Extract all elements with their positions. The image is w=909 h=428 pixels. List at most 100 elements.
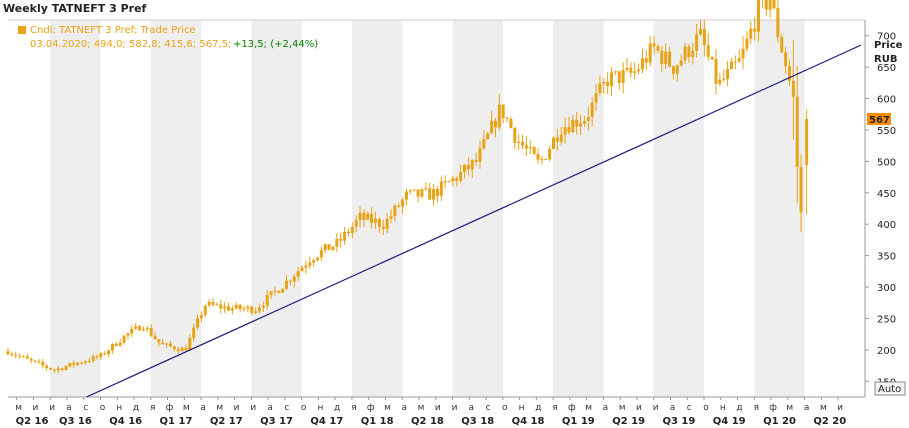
candle-body bbox=[165, 343, 169, 345]
candle-body bbox=[582, 121, 586, 124]
auto-button-frame[interactable] bbox=[874, 381, 906, 396]
candle-body bbox=[219, 304, 223, 309]
candle-body bbox=[18, 355, 22, 357]
candle-body bbox=[339, 238, 343, 241]
month-label: ф bbox=[568, 403, 576, 413]
candle-body bbox=[567, 127, 571, 133]
candle-body bbox=[203, 305, 207, 316]
candle-body bbox=[540, 159, 544, 161]
candle-body bbox=[397, 205, 401, 207]
candle-body bbox=[451, 178, 455, 182]
candle-body bbox=[443, 181, 447, 183]
candle-body bbox=[33, 360, 37, 362]
month-label: ф bbox=[769, 403, 777, 413]
auto-button[interactable]: Auto bbox=[874, 381, 906, 396]
candle-body bbox=[536, 154, 540, 160]
candle-body bbox=[196, 318, 200, 328]
auto-button-label[interactable]: Auto bbox=[878, 384, 901, 395]
trendline[interactable] bbox=[86, 44, 862, 398]
candle-body bbox=[323, 244, 327, 251]
y-tick-label: 600 bbox=[877, 95, 896, 106]
candle-body bbox=[447, 181, 451, 183]
y-tick-label: 700 bbox=[877, 32, 896, 43]
candle-body bbox=[76, 362, 80, 365]
candle-body bbox=[559, 134, 563, 142]
candle-body bbox=[273, 290, 277, 292]
candle-body bbox=[637, 69, 641, 72]
candle-body bbox=[420, 189, 424, 197]
y-axis-title: Price bbox=[874, 40, 903, 51]
candle-body bbox=[501, 104, 505, 118]
candle-body bbox=[551, 137, 555, 149]
y-tick-label: 400 bbox=[877, 220, 896, 231]
candle-body bbox=[679, 60, 683, 66]
candle-body bbox=[138, 326, 142, 331]
candle-body bbox=[41, 362, 45, 366]
candle-body bbox=[660, 50, 664, 64]
legend: Cndl; TATNEFT 3 Pref; Trade Price 03.04.… bbox=[18, 25, 318, 50]
candle-body bbox=[308, 262, 312, 266]
candle-body bbox=[10, 354, 14, 356]
month-label: н bbox=[116, 403, 122, 413]
y-tick-label: 250 bbox=[877, 314, 896, 325]
month-label: а bbox=[401, 403, 407, 413]
month-label: а bbox=[469, 403, 475, 413]
month-label: и bbox=[234, 403, 240, 413]
candle-body bbox=[6, 351, 10, 355]
quarter-band bbox=[50, 20, 101, 397]
candle-body bbox=[695, 34, 699, 51]
quarter-label: Q3 17 bbox=[260, 416, 293, 427]
quarter-label: Q2 19 bbox=[612, 416, 645, 427]
candle-body bbox=[45, 365, 49, 368]
candle-body bbox=[377, 218, 381, 227]
month-label: д bbox=[133, 403, 139, 413]
candle-body bbox=[490, 120, 494, 134]
candle-body bbox=[548, 148, 552, 160]
quarter-label: Q2 16 bbox=[16, 416, 49, 427]
candle-body bbox=[354, 220, 358, 227]
candle-body bbox=[424, 188, 428, 190]
y-tick-label: 300 bbox=[877, 283, 896, 294]
candle-body bbox=[184, 347, 188, 351]
candle-body bbox=[722, 78, 726, 80]
month-label: о bbox=[703, 403, 709, 413]
candle-body bbox=[702, 28, 706, 46]
y-tick-label: 200 bbox=[877, 346, 896, 357]
candle-body bbox=[741, 48, 745, 59]
month-label: я bbox=[150, 403, 155, 413]
month-label: а bbox=[804, 403, 810, 413]
quarter-label: Q2 17 bbox=[210, 416, 243, 427]
candle-body bbox=[230, 308, 234, 311]
candle-body bbox=[656, 46, 660, 51]
month-label: н bbox=[519, 403, 525, 413]
candle-body bbox=[805, 118, 809, 166]
candle-body bbox=[493, 120, 497, 128]
legend-swatch bbox=[18, 26, 26, 34]
candle-body bbox=[331, 246, 335, 250]
quarter-label: Q1 17 bbox=[160, 416, 193, 427]
y-tick-label: 550 bbox=[877, 126, 896, 137]
candle-body bbox=[598, 83, 602, 94]
candle-body bbox=[172, 346, 176, 350]
candle-body bbox=[180, 347, 184, 352]
candle-body bbox=[49, 367, 53, 370]
candle-body bbox=[729, 61, 733, 70]
candle-body bbox=[528, 147, 532, 149]
candle-body bbox=[640, 58, 644, 70]
candle-body bbox=[683, 46, 687, 61]
candle-body bbox=[192, 327, 196, 338]
month-label: н bbox=[317, 403, 323, 413]
candle-body bbox=[753, 28, 757, 32]
candle-body bbox=[652, 43, 656, 47]
candle-body bbox=[68, 362, 72, 367]
candle-body bbox=[238, 304, 242, 310]
candle-body bbox=[145, 327, 149, 330]
candle-body bbox=[687, 46, 691, 58]
candle-body bbox=[346, 231, 350, 233]
candle-body bbox=[300, 267, 304, 272]
last-price-label: 567 bbox=[869, 115, 890, 126]
y-tick-label: 650 bbox=[877, 63, 896, 74]
quarter-label: Q1 18 bbox=[361, 416, 394, 427]
